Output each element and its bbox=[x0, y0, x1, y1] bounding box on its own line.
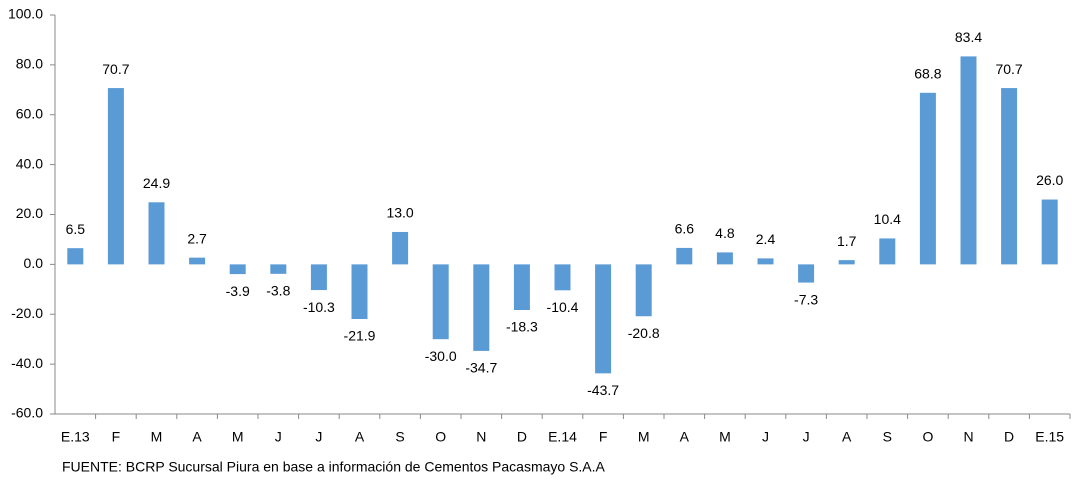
x-tick-label: S bbox=[395, 429, 404, 445]
bar bbox=[676, 247, 693, 265]
x-tick-label: J bbox=[803, 429, 810, 445]
data-label: 10.4 bbox=[874, 211, 901, 227]
bar bbox=[757, 258, 774, 265]
data-label: -10.4 bbox=[547, 299, 579, 315]
bar bbox=[554, 264, 571, 291]
bar bbox=[716, 252, 733, 265]
data-label: -30.0 bbox=[425, 348, 457, 364]
data-label: -7.3 bbox=[794, 291, 818, 307]
x-tick-label: J bbox=[762, 429, 769, 445]
y-tick-label: 60.0 bbox=[16, 105, 43, 121]
data-label: -20.8 bbox=[628, 325, 660, 341]
x-tick-label: O bbox=[435, 429, 446, 445]
bar bbox=[432, 264, 449, 340]
bar bbox=[229, 264, 246, 275]
y-tick-label: 0.0 bbox=[24, 255, 44, 271]
data-label: 6.6 bbox=[675, 221, 695, 237]
bar bbox=[351, 264, 368, 319]
x-tick-label: D bbox=[1004, 429, 1014, 445]
data-label: -21.9 bbox=[344, 328, 376, 344]
bar bbox=[189, 257, 206, 265]
x-tick-label: N bbox=[476, 429, 486, 445]
data-label: 26.0 bbox=[1036, 172, 1063, 188]
bar bbox=[513, 264, 530, 311]
data-label: 24.9 bbox=[143, 175, 170, 191]
data-label: 6.5 bbox=[66, 221, 86, 237]
y-tick-label: 40.0 bbox=[16, 155, 43, 171]
x-tick-label: J bbox=[275, 429, 282, 445]
x-tick-label: F bbox=[112, 429, 121, 445]
x-tick-label: A bbox=[680, 429, 690, 445]
data-label: 83.4 bbox=[955, 29, 982, 45]
bar bbox=[635, 264, 652, 317]
y-tick-label: -60.0 bbox=[11, 405, 43, 421]
data-label: 13.0 bbox=[386, 205, 413, 221]
bar bbox=[473, 264, 490, 351]
bar bbox=[310, 264, 327, 291]
y-tick-label: -20.0 bbox=[11, 305, 43, 321]
x-tick-label: E.13 bbox=[61, 429, 90, 445]
data-label: 68.8 bbox=[914, 66, 941, 82]
x-tick-label: A bbox=[355, 429, 365, 445]
source-note: FUENTE: BCRP Sucursal Piura en base a in… bbox=[62, 459, 606, 475]
x-tick-label: M bbox=[719, 429, 731, 445]
x-tick-label: N bbox=[963, 429, 973, 445]
data-label: 4.8 bbox=[715, 225, 735, 241]
y-tick-label: 100.0 bbox=[8, 6, 43, 22]
data-label: -34.7 bbox=[465, 360, 497, 376]
data-label: 2.7 bbox=[187, 230, 207, 246]
bar bbox=[838, 260, 855, 265]
x-tick-label: S bbox=[883, 429, 892, 445]
x-tick-label: A bbox=[842, 429, 852, 445]
data-label: 70.7 bbox=[995, 61, 1022, 77]
x-tick-label: F bbox=[599, 429, 608, 445]
x-tick-label: J bbox=[315, 429, 322, 445]
data-label: 2.4 bbox=[756, 231, 776, 247]
y-tick-label: 20.0 bbox=[16, 205, 43, 221]
bar bbox=[270, 264, 287, 274]
y-tick-label: -40.0 bbox=[11, 355, 43, 371]
bar bbox=[148, 202, 165, 265]
x-tick-label: E.15 bbox=[1035, 429, 1064, 445]
data-label: -43.7 bbox=[587, 382, 619, 398]
bar bbox=[879, 238, 896, 265]
y-tick-label: 80.0 bbox=[16, 56, 43, 72]
data-label: -3.8 bbox=[266, 283, 290, 299]
bar bbox=[1041, 199, 1058, 265]
x-tick-label: M bbox=[232, 429, 244, 445]
data-label: -18.3 bbox=[506, 319, 538, 335]
data-label: -3.9 bbox=[226, 283, 250, 299]
data-label: -10.3 bbox=[303, 299, 335, 315]
bar bbox=[798, 264, 815, 283]
data-label: 1.7 bbox=[837, 233, 857, 249]
bar bbox=[392, 231, 409, 265]
x-tick-label: O bbox=[922, 429, 933, 445]
x-tick-label: D bbox=[517, 429, 527, 445]
x-tick-label: E.14 bbox=[548, 429, 577, 445]
x-tick-label: M bbox=[638, 429, 650, 445]
bar bbox=[919, 92, 936, 265]
x-tick-label: A bbox=[192, 429, 202, 445]
data-label: 70.7 bbox=[102, 61, 129, 77]
x-tick-label: M bbox=[151, 429, 163, 445]
bar bbox=[1001, 88, 1018, 265]
bar bbox=[595, 264, 612, 374]
bar bbox=[67, 248, 84, 265]
bar bbox=[960, 56, 977, 265]
bar bbox=[107, 88, 124, 265]
